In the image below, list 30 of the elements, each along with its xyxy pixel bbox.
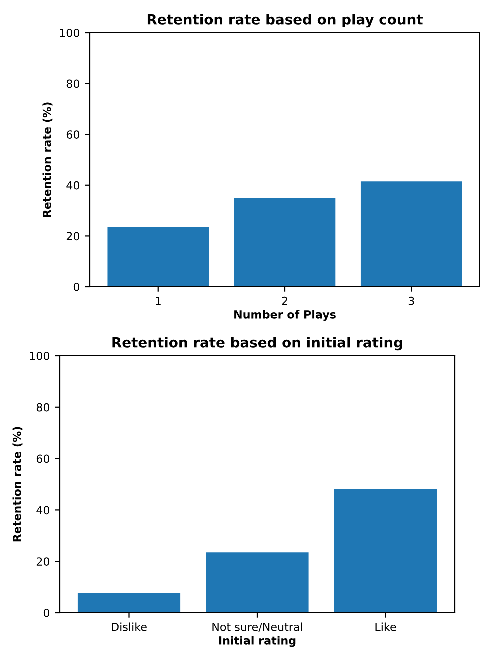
y-tick-label: 60 <box>66 130 80 139</box>
x-tick-label: Like <box>376 622 396 632</box>
y-tick-label: 100 <box>30 352 50 360</box>
y-tick-label: 100 <box>60 28 80 38</box>
x-axis-title: Initial rating <box>219 636 296 648</box>
y-tick-label: 80 <box>36 403 50 412</box>
x-tick-label: 2 <box>282 296 288 306</box>
chart-title: Retention rate based on play count <box>148 14 423 28</box>
bar <box>234 198 336 287</box>
y-tick-label: 40 <box>36 506 50 515</box>
chart-title: Retention rate based on initial rating <box>112 337 402 351</box>
y-tick-label: 40 <box>66 181 80 190</box>
x-axis-title: Number of Plays <box>234 310 336 322</box>
x-tick-label: Not sure/Neutral <box>212 622 302 632</box>
bar <box>108 227 210 287</box>
y-tick-label: 80 <box>66 80 80 88</box>
y-tick-label: 0 <box>44 608 50 618</box>
y-axis-title: Retention rate (%) <box>42 102 53 218</box>
bar <box>360 182 462 287</box>
y-tick-label: 60 <box>36 454 50 464</box>
bar <box>78 592 181 613</box>
y-tick-label: 0 <box>74 282 80 292</box>
y-tick-label: 20 <box>36 558 50 566</box>
bar <box>334 489 438 613</box>
x-tick-label: 1 <box>156 297 161 306</box>
bar <box>206 552 309 613</box>
x-tick-label: Dislike <box>112 622 147 632</box>
x-tick-label: 3 <box>408 296 414 306</box>
y-tick-label: 20 <box>66 232 80 241</box>
y-axis-title: Retention rate (%) <box>12 427 23 542</box>
